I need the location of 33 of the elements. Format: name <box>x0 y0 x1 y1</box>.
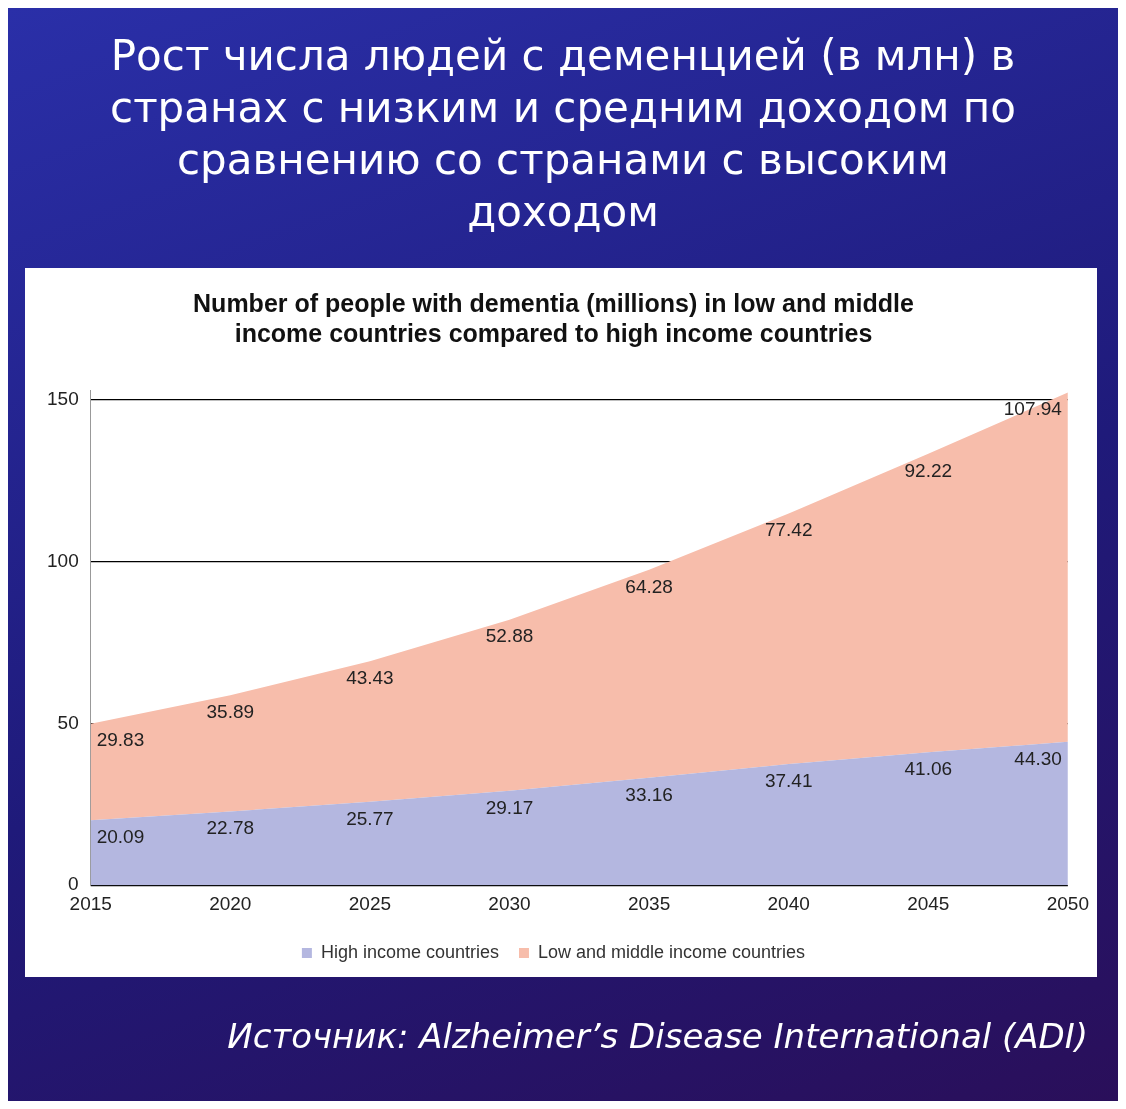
data-label: 33.16 <box>625 783 673 805</box>
y-tick-label: 50 <box>57 711 79 733</box>
text: Источник: Alzheimer’s Disease International (ADI) <box>227 1016 1088 1056</box>
legend-label: High income countries <box>320 941 499 962</box>
chart-subtitle: Number of people with dementia (millions) in low and middle income countries compared to high income countries <box>193 288 915 347</box>
x-tick-label: 2025 <box>348 892 392 914</box>
y-tick-label: 100 <box>47 549 79 571</box>
data-label: 107.94 <box>1003 398 1063 420</box>
data-label: 29.17 <box>485 796 534 818</box>
data-label: 44.30 <box>1014 747 1062 769</box>
x-tick-label: 2050 <box>1046 892 1090 914</box>
data-label: 25.77 <box>346 807 394 829</box>
data-label: 35.89 <box>206 701 255 723</box>
data-label: 43.43 <box>346 666 394 688</box>
legend-label: Low and middle income countries <box>537 941 806 962</box>
y-tick-label: 150 <box>47 387 79 409</box>
chart-title: Рост числа людей с деменцией (в млн) в странах с низким и средним доходом по сравнению со странами с высоким доходом <box>109 30 1017 238</box>
data-label: 92.22 <box>904 459 953 481</box>
x-tick-label: 2035 <box>627 892 671 914</box>
data-label: 22.78 <box>206 817 255 839</box>
x-tick-label: 2045 <box>907 892 950 914</box>
data-label: 52.88 <box>485 625 534 647</box>
x-tick-label: 2020 <box>209 892 252 914</box>
x-tick-label: 2040 <box>767 892 810 914</box>
data-label: 20.09 <box>96 825 145 847</box>
y-tick-label: 0 <box>68 873 79 895</box>
data-label: 41.06 <box>904 758 953 780</box>
x-tick-label: 2015 <box>69 892 112 914</box>
data-label: 37.41 <box>764 769 813 791</box>
data-label: 64.28 <box>625 575 673 597</box>
data-label: 77.42 <box>764 519 813 541</box>
data-label: 29.83 <box>96 729 145 751</box>
x-tick-label: 2030 <box>488 892 531 914</box>
